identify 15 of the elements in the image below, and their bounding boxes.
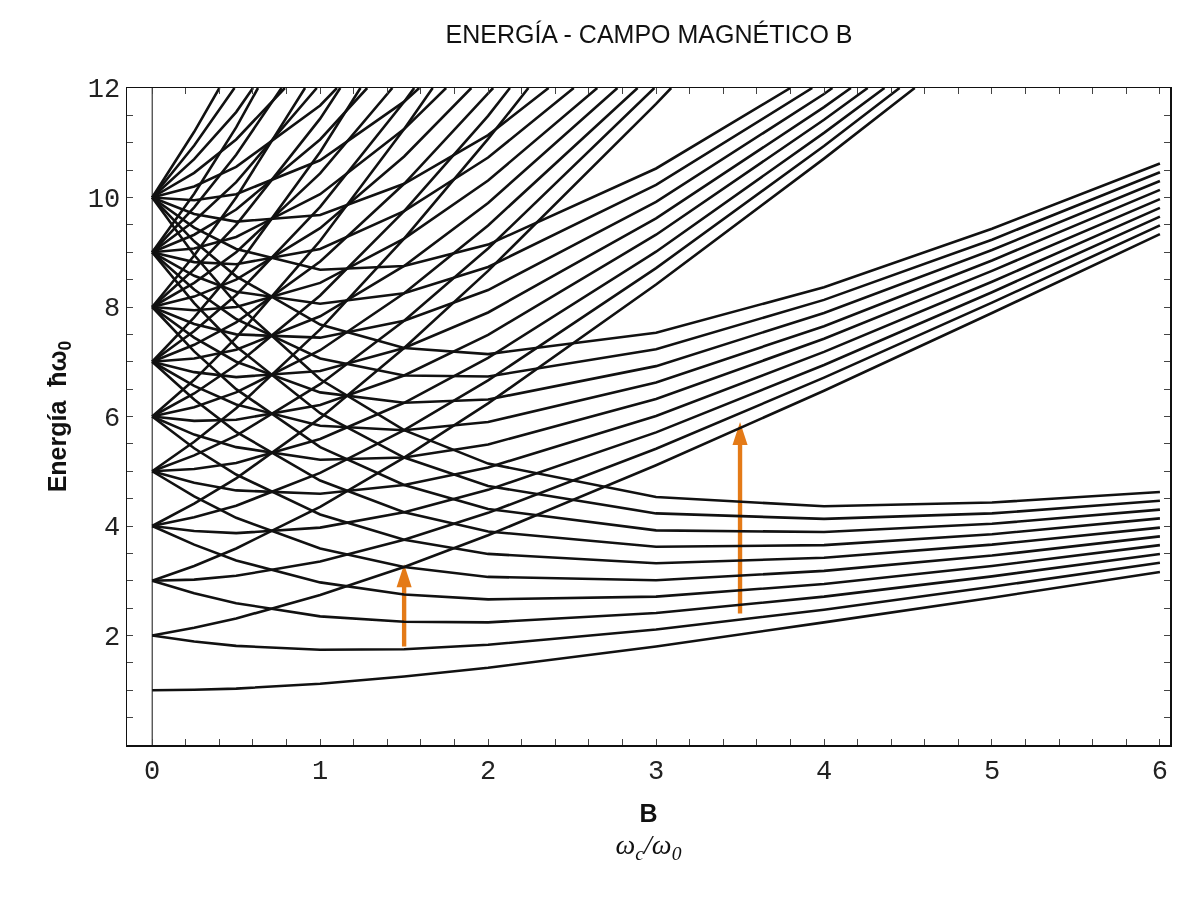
x-axis-title: B ω$_{c}$/ω$_{0}$ [615,798,682,865]
x-tick-label: 1 [312,756,329,787]
x-tick-label: 5 [983,756,1001,787]
x-tick-label: 4 [815,756,833,787]
x-tick-label: 0 [144,756,161,787]
y-tick-label: 4 [103,513,121,544]
y-tick-label: 6 [103,403,121,434]
y-tick-label: 12 [87,75,121,106]
x-tick-label: 3 [647,756,665,787]
y-tick-label: 2 [103,622,121,653]
y-tick-label: 10 [87,184,121,215]
chart-title: ENERGÍA - CAMPO MAGNÉTICO B [445,19,853,48]
y-tick-label: 8 [103,294,121,325]
x-tick-label: 2 [480,756,497,787]
x-tick-label: 6 [1151,756,1169,787]
